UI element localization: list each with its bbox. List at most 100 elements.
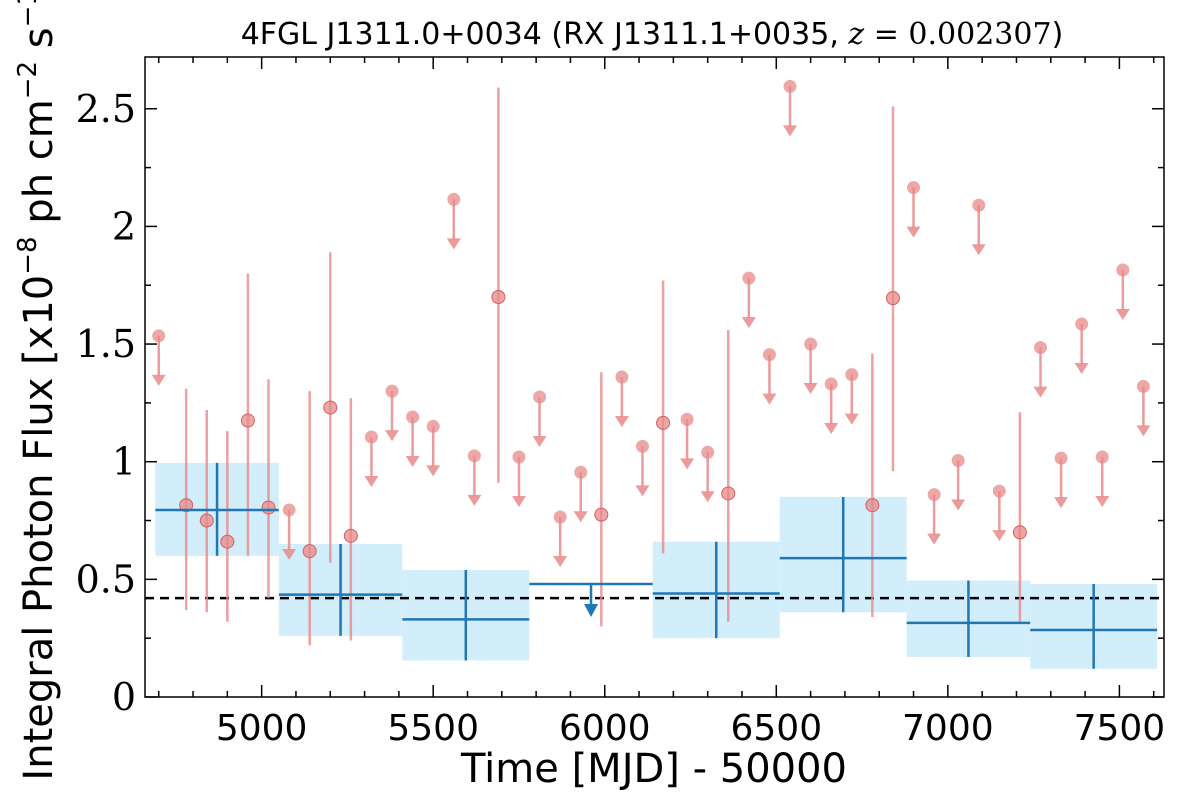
short-bin-upper-limit-arrow <box>532 436 547 447</box>
x-tick-label: 5500 <box>387 708 479 749</box>
x-tick-label: 6500 <box>730 708 822 749</box>
chart-title-suffix: ) <box>1052 17 1064 52</box>
x-axis-label: Time [MJD] - 50000 <box>460 746 847 792</box>
short-bin-upper-limit-arrow <box>700 491 715 503</box>
short-bin-upper-limit-arrow <box>824 423 839 435</box>
short-bin-flux-point <box>261 500 276 515</box>
short-bin-upper-limit-point <box>152 329 166 343</box>
short-bin-flux-point <box>1012 525 1027 540</box>
chart-title-variable: z <box>847 17 864 52</box>
short-bin-upper-limit-arrow <box>446 238 461 250</box>
short-bin-upper-limit-arrow <box>385 430 400 442</box>
short-bin-flux-point <box>302 544 317 559</box>
short-bin-upper-limit-arrow <box>635 485 650 497</box>
short-bin-upper-limit-arrow <box>741 317 756 329</box>
short-bin-flux-point <box>594 507 609 522</box>
short-bin-upper-limit-point <box>574 465 588 479</box>
short-bin-flux-point <box>491 290 506 304</box>
short-bin-flux-point <box>199 513 214 528</box>
short-bin-upper-limit-arrow <box>573 511 588 523</box>
chart-title-redshift: = 0.002307 <box>864 17 1051 52</box>
short-bin-upper-limit-point <box>680 412 694 426</box>
short-bin-upper-limit-arrow <box>1115 308 1130 320</box>
y-axis-label-exponent-flux: −8 <box>13 236 43 274</box>
short-bin-upper-limit-point <box>385 384 399 398</box>
short-bin-upper-limit-arrow <box>906 226 921 238</box>
short-bin-upper-limit-point <box>512 450 526 464</box>
y-tick-label: 0.5 <box>76 557 136 601</box>
short-bin-upper-limit-arrow <box>762 393 777 405</box>
plot-area <box>145 79 1164 669</box>
y-tick-label: 1 <box>112 440 136 484</box>
short-bin-upper-limit-point <box>426 419 440 433</box>
short-bin-upper-limit-point <box>1136 379 1150 393</box>
short-bin-flux-point <box>343 528 358 543</box>
short-bin-flux-point <box>656 415 671 430</box>
short-bin-flux-point <box>179 498 194 513</box>
short-bin-upper-limit-arrow <box>405 456 420 467</box>
short-bin-upper-limit-arrow <box>844 413 859 425</box>
short-bin-flux-point <box>721 486 736 501</box>
axis-ticks: 5000 5500 6000 6500 7000 7500 0 0.5 1 1.5 2 2.5 <box>76 57 1166 749</box>
y-tick-label: 2.5 <box>76 87 136 131</box>
short-bin-upper-limit-arrow <box>1074 363 1089 375</box>
short-bin-upper-limit-arrow <box>927 533 942 545</box>
short-bin-upper-limit-arrow <box>992 530 1007 542</box>
short-bin-upper-limit-arrow <box>364 476 379 487</box>
short-bin-upper-limit-point <box>972 198 986 212</box>
y-axis-label: Integral Photon Flux [x10−8 ph cm−2 s−1] <box>13 0 62 781</box>
y-tick-label: 0 <box>112 675 136 719</box>
short-bin-upper-limit-arrow <box>803 383 818 395</box>
short-bin-flux-point <box>885 291 900 306</box>
short-bin-upper-limit-arrow <box>680 458 695 470</box>
long-bin-upper-limit-arrow <box>584 604 599 618</box>
short-bin-upper-limit-point <box>1095 450 1109 464</box>
short-bin-upper-limit-arrow <box>1054 497 1069 509</box>
short-bin-upper-limit-point <box>364 430 378 444</box>
short-bin-upper-limit-point <box>1054 451 1068 465</box>
y-axis-label-seconds: s <box>16 27 62 61</box>
short-bin-upper-limit-point <box>282 503 296 517</box>
short-bin-upper-limit-arrow <box>282 548 297 560</box>
short-bin-upper-limit-point <box>907 181 921 195</box>
short-bin-upper-limit-point <box>553 510 567 524</box>
short-bin-flux-point <box>865 498 880 513</box>
short-bin-upper-limit-point <box>533 390 547 404</box>
y-tick-label: 2 <box>112 204 136 248</box>
short-bin-upper-limit-point <box>804 337 818 351</box>
short-bin-upper-limit-arrow <box>511 496 526 507</box>
short-bin-upper-limit-arrow <box>783 125 798 137</box>
short-bin-upper-limit-arrow <box>951 499 966 511</box>
short-bin-flux-point <box>240 413 255 428</box>
short-bin-upper-limit-point <box>1116 263 1130 277</box>
short-bin-upper-limit-point <box>845 368 859 382</box>
short-bin-upper-limit-arrow <box>1136 425 1151 437</box>
short-bin-upper-limit-point <box>927 488 941 502</box>
short-bin-upper-limit-point <box>447 192 461 206</box>
x-tick-label: 7000 <box>902 708 994 749</box>
short-bin-upper-limit-point <box>406 410 420 424</box>
short-bin-upper-limit-point <box>1033 341 1047 355</box>
y-axis-label-main: Integral Photon Flux [x10 <box>16 275 62 781</box>
x-tick-label: 7500 <box>1074 708 1166 749</box>
short-bin-upper-limit-point <box>635 439 649 453</box>
short-bin-upper-limit-point <box>742 271 756 285</box>
plot-frame <box>144 56 1165 698</box>
y-axis-label-exponent-area: −2 <box>13 61 43 99</box>
y-axis-label-exponent-time: −1 <box>13 0 43 27</box>
short-bin-upper-limit-arrow <box>553 556 568 567</box>
short-bin-upper-limit-arrow <box>426 465 441 477</box>
short-bin-upper-limit-point <box>824 377 838 391</box>
short-bin-upper-limit-arrow <box>971 244 986 256</box>
y-tick-label: 1.5 <box>76 322 136 366</box>
y-axis-label-units: ph cm <box>16 99 62 236</box>
short-bin-upper-limit-point <box>992 484 1006 498</box>
x-tick-label: 5000 <box>216 708 308 749</box>
short-bin-upper-limit-point <box>951 454 965 468</box>
short-bin-upper-limit-arrow <box>614 416 629 427</box>
short-bin-upper-limit-point <box>1075 317 1089 331</box>
x-tick-label: 6000 <box>559 708 651 749</box>
chart-title: 4FGL J1311.0+0034 (RX J1311.1+0035, z = … <box>241 17 1064 52</box>
short-bin-upper-limit-arrow <box>1033 386 1048 398</box>
